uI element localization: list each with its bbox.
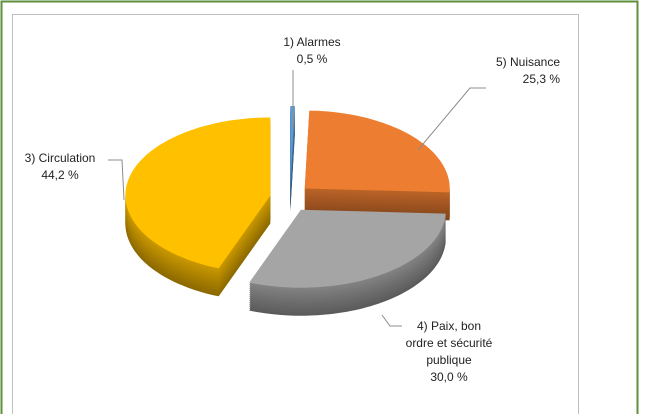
data-label: 4) Paix, bon ordre et sécurité publique … <box>404 318 494 386</box>
leader-line <box>417 87 486 151</box>
pie-slice <box>304 110 450 193</box>
data-label: 1) Alarmes 0,5 % <box>262 34 362 68</box>
leader-line <box>108 159 125 201</box>
value-label: 0,5 % <box>296 52 328 66</box>
category-label: 1) Alarmes <box>283 35 341 49</box>
chart-area-border <box>12 14 579 414</box>
value-label: 25,3 % <box>522 72 560 86</box>
pie-slice <box>290 106 295 184</box>
pie-slice <box>249 209 446 288</box>
leader-line <box>381 314 402 327</box>
category-label: 3) Circulation <box>24 151 96 165</box>
category-label: 4) Paix, bon ordre et sécurité publique <box>405 319 493 367</box>
data-label: 3) Circulation 44,2 % <box>10 150 110 184</box>
value-label: 44,2 % <box>41 168 79 182</box>
pie <box>125 106 450 316</box>
category-label: 5) Nuisance <box>495 55 560 69</box>
data-label: 5) Nuisance 25,3 % <box>450 54 560 88</box>
pie-slice <box>125 117 271 269</box>
value-label: 30,0 % <box>430 370 468 384</box>
